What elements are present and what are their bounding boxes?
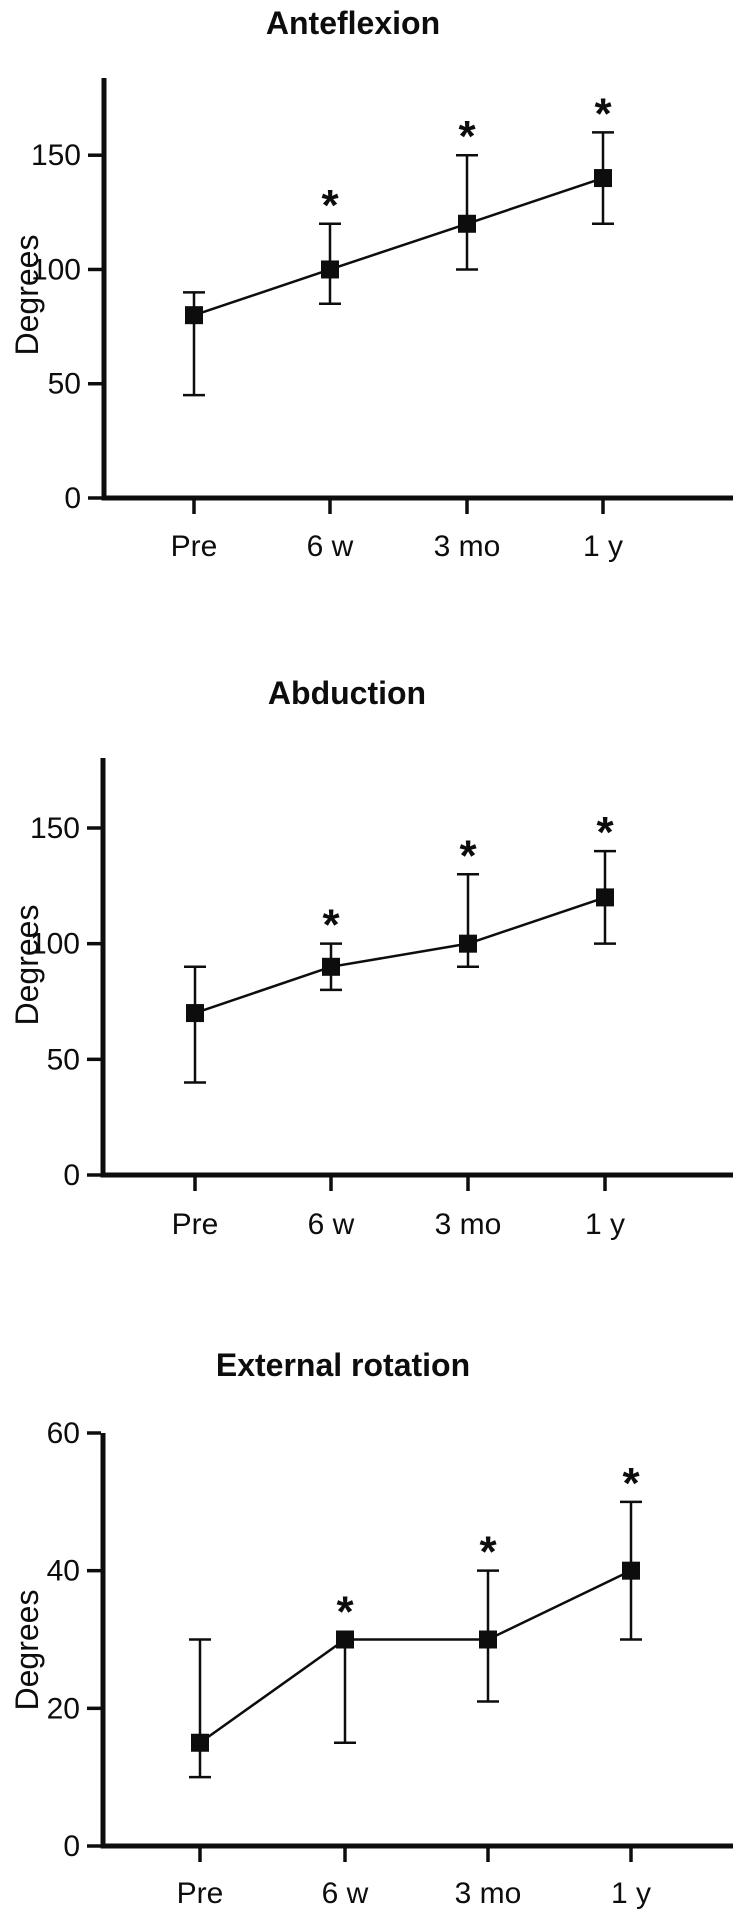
chart-title: Anteflexion xyxy=(266,5,440,41)
y-tick-label: 40 xyxy=(47,1555,80,1588)
category-label: 1 y xyxy=(611,1877,651,1910)
significance-asterisk: * xyxy=(336,1588,354,1637)
y-axis-label: Degrees xyxy=(9,1590,45,1711)
chart-abduction: Abduction Degrees 0 50 100 150 Pre 6 w 3 mo 1 y * *… xyxy=(9,675,733,1241)
data-point-marker xyxy=(321,260,339,279)
significance-asterisk: * xyxy=(322,901,340,950)
y-axis-label: Degrees xyxy=(9,235,45,356)
chart-anteflexion: Anteflexion Degrees 0 50 100 150 Pre 6 w 3 mo 1 y… xyxy=(9,5,733,563)
y-tick-label: 150 xyxy=(31,139,81,172)
data-point-marker xyxy=(458,214,476,233)
chart-external-rotation: External rotation Degrees 0 20 40 60 Pre 6 w 3 m… xyxy=(9,1347,733,1910)
data-point-marker xyxy=(459,934,477,953)
error-bar xyxy=(457,873,479,969)
data-point-marker xyxy=(191,1733,209,1752)
category-label: Pre xyxy=(177,1877,224,1910)
series-line xyxy=(193,176,604,317)
y-tick-label: 20 xyxy=(47,1692,80,1725)
y-tick-label: 0 xyxy=(63,1830,80,1863)
data-point-marker xyxy=(596,888,614,907)
significance-asterisk: * xyxy=(459,831,477,880)
data-point-marker xyxy=(185,306,203,325)
category-label: Pre xyxy=(171,530,218,563)
category-label: Pre xyxy=(172,1208,219,1241)
chart-title: Abduction xyxy=(268,675,426,711)
error-bar xyxy=(334,1639,356,1745)
data-point-marker xyxy=(594,169,612,188)
category-label: 6 w xyxy=(322,1877,369,1910)
data-point-marker xyxy=(479,1630,497,1649)
error-bar xyxy=(189,1638,211,1779)
significance-asterisk: * xyxy=(479,1528,497,1577)
series-line xyxy=(199,1569,632,1744)
y-tick-label: 0 xyxy=(64,482,81,515)
significance-asterisk: * xyxy=(622,1459,640,1508)
significance-asterisk: * xyxy=(594,89,612,138)
y-tick-label: 150 xyxy=(30,812,80,845)
error-bar xyxy=(184,965,206,1084)
category-label: 3 mo xyxy=(434,530,501,563)
y-tick-label: 100 xyxy=(30,928,80,961)
series-line xyxy=(194,896,606,1015)
category-label: 6 w xyxy=(307,530,354,563)
data-point-marker xyxy=(336,1630,354,1649)
category-label: 1 y xyxy=(583,530,623,563)
error-bar xyxy=(183,291,205,397)
error-bar xyxy=(620,1500,642,1641)
y-tick-label: 50 xyxy=(48,368,81,401)
category-label: 3 mo xyxy=(455,1877,522,1910)
chart-title: External rotation xyxy=(216,1347,470,1383)
significance-asterisk: * xyxy=(458,112,476,161)
significance-asterisk: * xyxy=(596,808,614,857)
y-tick-label: 60 xyxy=(47,1417,80,1450)
y-tick-label: 0 xyxy=(63,1159,80,1192)
category-label: 1 y xyxy=(585,1208,625,1241)
data-point-marker xyxy=(322,957,340,976)
y-tick-label: 100 xyxy=(31,253,81,286)
y-axis-label: Degrees xyxy=(9,905,45,1026)
data-point-marker xyxy=(622,1561,640,1580)
y-tick-label: 50 xyxy=(47,1043,80,1076)
category-label: 3 mo xyxy=(435,1208,502,1241)
error-bar xyxy=(477,1569,499,1703)
data-point-marker xyxy=(186,1004,204,1023)
error-bar xyxy=(456,153,478,271)
category-label: 6 w xyxy=(308,1208,355,1241)
significance-asterisk: * xyxy=(321,181,339,230)
